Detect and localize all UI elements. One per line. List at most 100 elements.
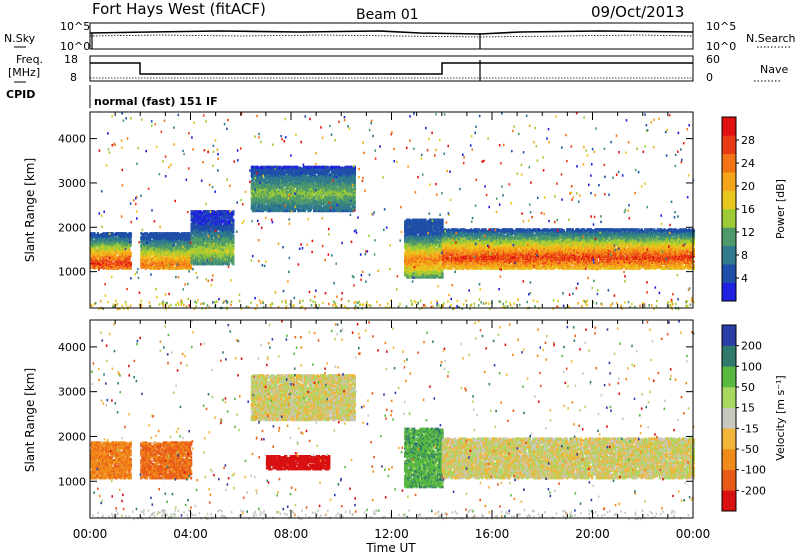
power-echo-cell [99,241,102,245]
power-echo-cell [199,213,202,216]
power-echo-cell [157,239,160,243]
power-echo-cell [173,240,176,244]
power-echo-cell [91,260,94,263]
power-echo-cell [102,238,105,242]
power-echo-cell [191,232,194,236]
power-echo-cell [161,259,164,262]
noise-left-tick-bottom: 10^0 [60,40,90,53]
noise-panel-frame [89,22,694,50]
power-echo-cell [173,267,176,270]
power-echo-cell [128,263,131,266]
power-echo-cell [121,246,124,250]
power-echo-cell [149,247,152,251]
power-echo-cell [109,237,112,241]
power-echo-cell [91,254,94,258]
power-echo-cell [100,237,103,240]
power-echo-cell [202,244,206,247]
power-echo-cell [195,232,198,236]
power-echo-cell [214,231,217,235]
power-echo-cell [176,247,179,251]
power-echo-cell [188,249,192,253]
beam-label: Beam 01 [356,7,419,23]
power-echo-cell [169,260,172,263]
power-echo-cell [145,232,149,235]
power-echo-cell [196,237,199,240]
power-echo-cell [191,242,194,245]
power-echo-cell [205,241,208,244]
power-echo-cell [200,220,203,224]
power-echo-cell [193,227,197,231]
power-echo-cell [105,254,108,258]
power-echo-cell [147,251,150,255]
power-echo-cell [120,262,123,265]
power-echo-cell [129,253,132,257]
power-echo-cell [191,256,194,260]
power-echo-cell [102,256,105,260]
power-echo-cell [154,250,158,254]
power-echo-cell [125,260,128,263]
power-echo-cell [158,237,161,241]
power-echo-cell [199,234,202,238]
power-echo-cell [202,248,206,251]
power-echo-cell [217,233,220,237]
power-echo-cell [99,247,102,251]
power-echo-cell [165,232,168,235]
power-echo-cell [190,251,193,255]
power-echo-cell [187,246,190,250]
power-echo-cell [119,265,122,268]
power-echo-cell [196,239,199,242]
power-echo-cell [176,245,179,249]
power-echo-cell [94,236,97,239]
power-echo-cell [206,221,209,225]
power-echo-cell [104,257,107,260]
power-echo-cell [126,245,129,249]
power-echo-cell [157,254,160,258]
power-echo-cell [183,237,186,241]
power-echo-cell [195,220,198,224]
power-echo-cell [150,259,153,262]
power-echo-cell [217,255,220,259]
power-echo-cell [191,227,194,231]
power-echo-cell [196,256,199,260]
noise-search-line [89,34,694,38]
power-echo-cell [217,240,220,243]
power-echo-cell [109,265,112,268]
power-echo-cell [99,252,102,256]
power-echo-cell [176,265,179,268]
power-echo-cell [169,235,172,238]
power-echo-cell [206,217,209,221]
power-echo-cell [193,257,197,261]
power-echo-cell [154,261,158,264]
power-echo-cell [173,254,176,258]
power-echo-cell [143,263,146,266]
power-echo-cell [217,245,220,248]
power-echo-cell [158,243,161,247]
power-echo-cell [148,233,151,236]
power-echo-cell [147,258,150,261]
power-echo-cell [125,251,128,255]
power-echo-cell [209,221,212,225]
power-echo-cell [209,234,212,238]
power-echo-cell [158,261,161,264]
power-echo-cell [179,233,182,236]
power-echo-cell [205,234,208,238]
power-echo-cell [109,248,112,252]
power-echo-cell [113,240,116,244]
power-echo-cell [202,235,206,239]
power-echo-cell [214,211,217,214]
power-echo-cell [154,243,158,247]
station-title: Fort Hays West (fitACF) [92,0,266,18]
power-echo-cell [143,247,146,251]
power-echo-cell [187,264,190,267]
power-echo-cell [128,259,131,262]
power-echo-cell [161,244,164,248]
power-echo-cell [184,244,187,248]
power-echo-cell [165,243,168,247]
power-echo-cell [174,252,177,256]
power-echo-cell [125,243,128,247]
power-echo-cell [152,232,155,235]
power-echo-cell [232,234,235,238]
power-echo-cell [158,254,161,258]
power-echo-cell [165,250,168,254]
